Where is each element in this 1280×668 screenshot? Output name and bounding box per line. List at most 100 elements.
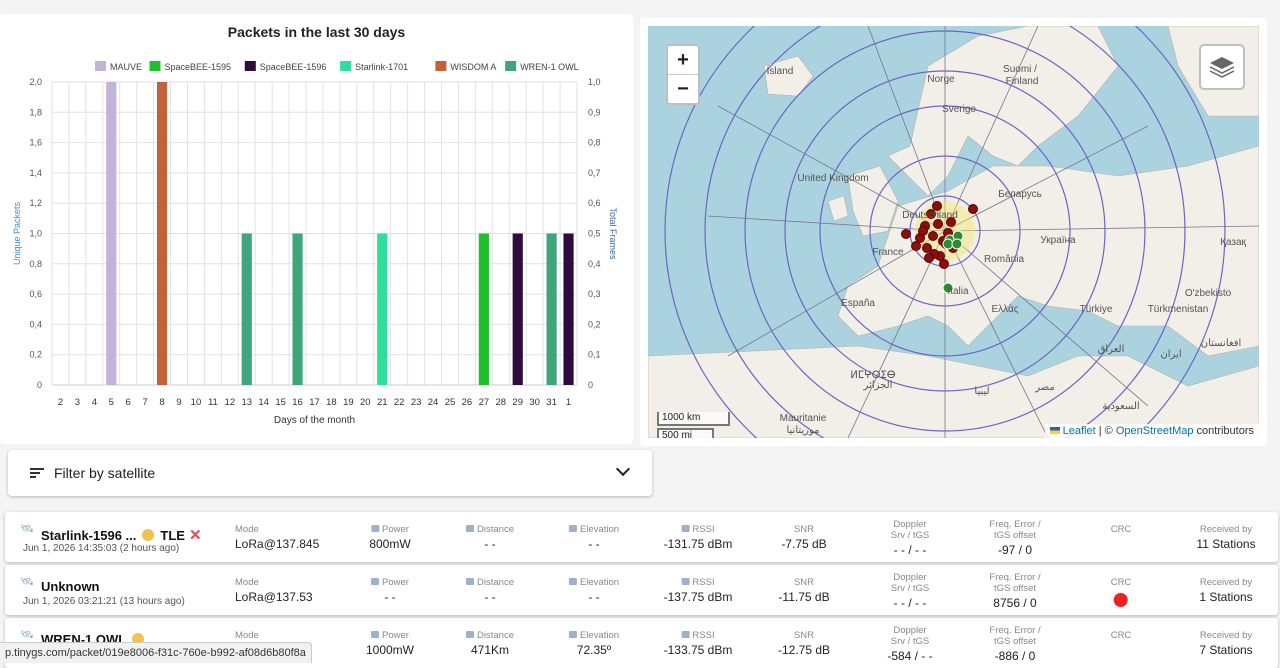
legend-swatch [505,61,517,71]
x-axis-label: Days of the month [274,415,355,426]
layers-icon [1209,57,1235,78]
received-value[interactable]: 11 Stations [1196,537,1256,551]
doppler-value: -584 / - - [887,649,933,663]
packet-row[interactable]: 🛰 Starlink-1596 ... TLE ✕ Jun 1, 2026 14:35:… [5,512,1278,562]
packet-row[interactable]: 🛰 Unknown Jun 1, 2026 03:21:21 (13 hours a… [5,565,1278,615]
station-marker[interactable] [922,243,932,253]
satellite-name-text: Unknown [41,579,100,594]
map-card: Ísland Norge Suomi / Finland Sverige United K… [640,18,1267,446]
power-icon [371,578,380,585]
station-marker[interactable] [928,231,938,241]
station-marker[interactable] [924,253,934,263]
col-power: Power 800mW [369,524,410,551]
online-station-marker[interactable] [942,282,954,294]
layers-button[interactable] [1199,44,1245,90]
leaflet-map[interactable]: Ísland Norge Suomi / Finland Sverige United K… [648,26,1259,438]
col-freq-label: Freq. Error / tGS offset [989,625,1041,647]
filter-by-satellite[interactable]: Filter by satellite [8,450,652,496]
y-tick-label: 0,4 [29,319,42,329]
x-tick-label: 24 [428,397,439,408]
y-tick-label: 1,0 [29,229,42,239]
col-power-label: Power [371,577,409,588]
map-place-label: Қазақ [1220,237,1246,248]
x-tick-label: 23 [411,397,422,408]
packet-satellite-name[interactable]: Unknown [41,579,100,594]
col-doppler-label: Doppler Srv / tGS [890,625,930,647]
distance-value: - - [484,537,496,551]
map-place-label: Ísland [767,64,794,77]
station-marker[interactable] [918,226,928,236]
power-icon [371,631,380,638]
y2-tick-label: 1,0 [588,77,601,87]
zoom-in-button[interactable]: + [668,46,698,75]
col-elevation: Elevation - - [568,577,619,604]
y2-tick-label: 0,4 [588,259,601,269]
elevation-icon [568,525,577,532]
map-place-label: Deutschland [902,210,958,221]
received-value[interactable]: 1 Stations [1199,590,1253,604]
station-marker[interactable] [939,259,949,269]
col-elevation-label: Elevation [568,524,619,535]
packet-date: Jun 1, 2026 03:21:21 (13 hours ago) [23,596,185,607]
leaflet-link[interactable]: Leaflet [1062,425,1096,437]
station-markers[interactable] [901,201,978,294]
zoom-out-button[interactable]: − [677,78,689,100]
received-value[interactable]: 7 Stations [1199,643,1253,657]
station-marker[interactable] [926,209,936,219]
map-place-label: Italia [947,286,969,297]
power-icon [371,525,380,532]
legend-label: WISDOM A [450,62,496,72]
map-place-label: France [872,247,904,258]
snr-value: -11.75 dB [778,590,830,604]
tle-label: TLE [160,528,185,543]
col-doppler: Doppler Srv / tGS - - / - - [891,519,930,557]
bar [292,233,303,385]
distance-icon [466,631,475,638]
col-snr: SNR -11.75 dB [778,577,829,604]
x-tick-label: 14 [258,397,269,408]
col-crc: CRC [1111,524,1132,535]
x-tick-label: 8 [159,397,164,408]
y2-tick-label: 0,6 [588,198,601,208]
osm-link[interactable]: OpenStreetMap [1115,425,1194,437]
col-elevation: Elevation 72.35º [568,630,619,657]
station-marker[interactable] [911,241,921,251]
chevron-down-icon [615,461,631,477]
scale-mi: 500 mi [657,428,714,438]
elevation-icon [568,631,577,638]
map-place-label: Sverige [942,104,976,115]
col-mode: Mode LoRa@137.53 [235,577,313,604]
map-canvas: Ísland Norge Suomi /Finland Sverige United K… [648,26,1259,438]
satellite-icon: 🛰 [20,629,34,641]
col-distance: Distance 471Km [466,630,514,657]
station-marker[interactable] [933,219,943,229]
col-doppler-label: Doppler Srv / tGS [890,572,930,594]
map-place-label: السعودية [1102,401,1139,412]
snr-value: -12.75 dB [777,643,831,657]
y2-tick-label: 0,8 [588,138,601,148]
map-place-label: ليبيا [974,386,989,397]
ukraine-flag-icon [1049,427,1060,434]
attr-separator: | © [1095,425,1116,437]
map-place-label: España [841,298,875,309]
x-tick-label: 27 [479,397,490,408]
station-marker[interactable] [932,201,942,211]
station-marker[interactable] [946,217,956,227]
y-tick-label: 0,6 [29,289,42,299]
x-tick-label: 18 [326,397,337,408]
col-distance-label: Distance [466,630,514,641]
col-freq: Freq. Error / tGS offset -97 / 0 [989,519,1040,557]
packet-satellite-name[interactable]: Starlink-1596 ... TLE ✕ [41,526,202,544]
map-place-label: العراق [1098,344,1125,355]
online-station-marker[interactable] [951,238,963,250]
bar [106,82,117,385]
mode-value: LoRa@137.845 [235,537,320,551]
bar [512,233,523,385]
station-marker[interactable] [901,229,911,239]
station-marker[interactable] [968,204,978,214]
y2-tick-label: 0,1 [588,350,601,360]
x-tick-label: 17 [309,397,320,408]
col-power: Power - - [371,577,409,604]
x-tick-label: 16 [292,397,303,408]
col-power-label: Power [366,630,414,641]
